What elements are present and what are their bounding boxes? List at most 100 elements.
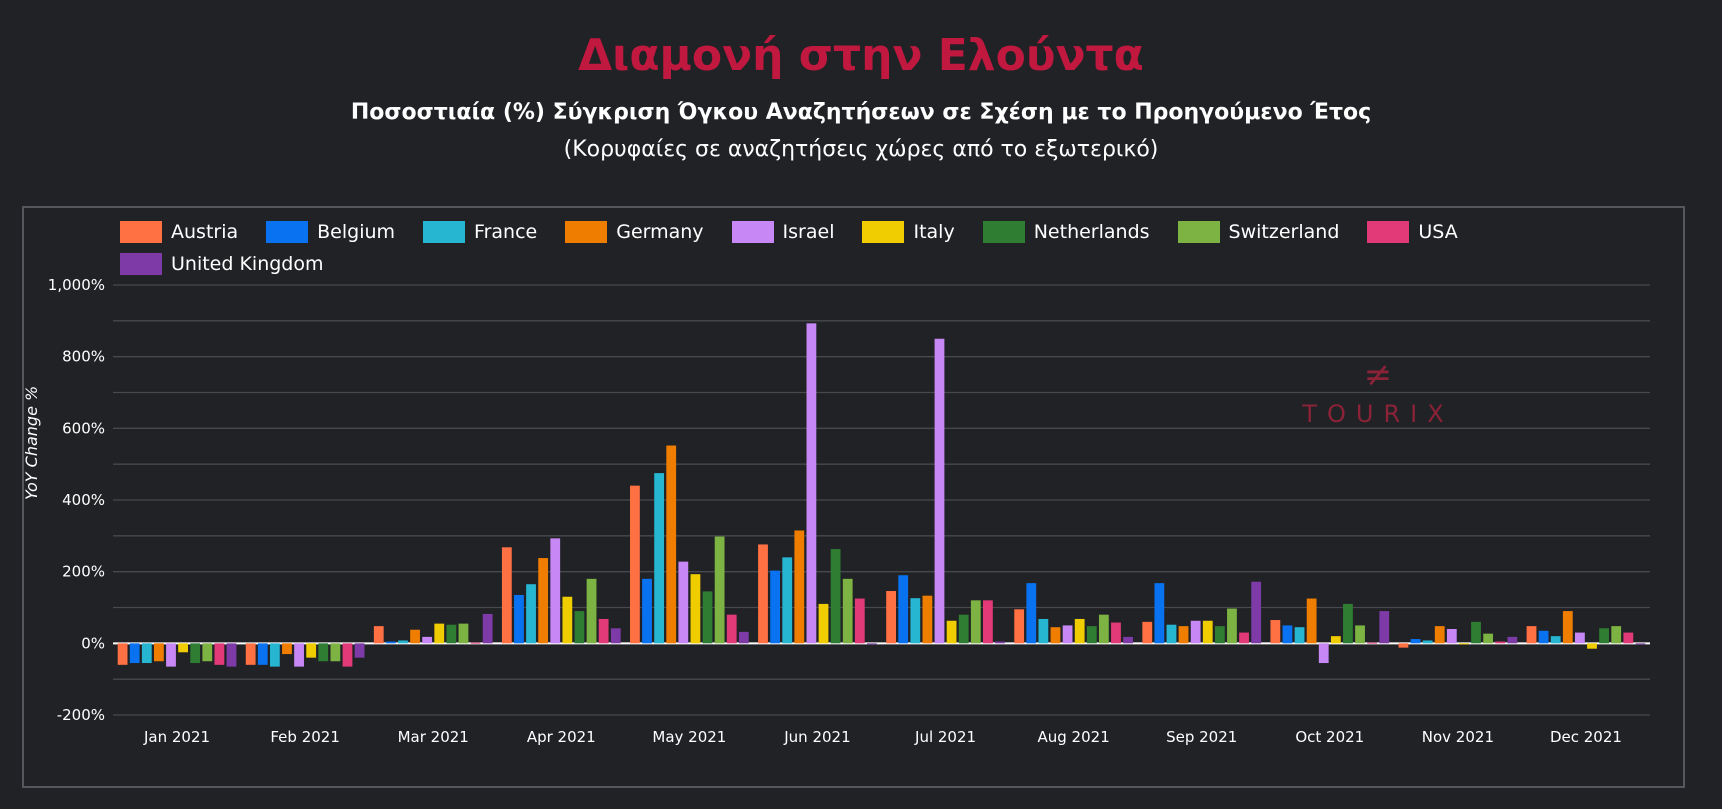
bar-switzerland <box>330 643 341 662</box>
bar-united-kingdom <box>610 628 621 644</box>
legend-item[interactable]: Italy <box>862 220 955 244</box>
bar-france <box>654 473 665 644</box>
legend-label: USA <box>1418 221 1458 243</box>
bar-italy <box>690 574 701 644</box>
bar-united-kingdom <box>1379 611 1390 644</box>
bar-united-kingdom <box>1123 636 1133 644</box>
bar-austria <box>758 544 768 644</box>
bar-belgium <box>514 594 524 644</box>
legend-swatch <box>120 253 162 275</box>
bar-usa <box>854 598 865 644</box>
bar-belgium <box>642 578 652 644</box>
legend-swatch <box>120 221 162 243</box>
y-tick-label: 1,000% <box>48 276 105 294</box>
bar-united-kingdom <box>1507 636 1518 644</box>
legend-item[interactable]: Netherlands <box>982 220 1150 244</box>
legend-item[interactable]: Germany <box>565 220 704 244</box>
legend-label: Austria <box>171 221 239 243</box>
x-tick-label: May 2021 <box>652 728 726 746</box>
legend-item[interactable]: Austria <box>120 220 238 244</box>
bar-united-kingdom <box>1251 581 1262 644</box>
legend-item[interactable]: Switzerland <box>1177 220 1339 244</box>
x-tick-label: Mar 2021 <box>398 728 469 746</box>
bar-belgium <box>1026 583 1037 644</box>
bar-netherlands <box>1214 626 1225 644</box>
bar-austria <box>1398 643 1409 648</box>
bar-belgium <box>1154 583 1165 644</box>
bar-germany <box>538 558 549 644</box>
bar-usa <box>1239 632 1249 644</box>
legend-item[interactable]: France <box>423 220 537 244</box>
bar-germany <box>282 643 292 655</box>
bar-italy <box>1074 618 1085 644</box>
legend-item[interactable]: Belgium <box>266 220 395 244</box>
legend-label: Netherlands <box>1033 221 1150 243</box>
bar-austria <box>1014 609 1025 644</box>
bar-france <box>1550 636 1561 644</box>
bar-switzerland <box>1611 626 1622 644</box>
legend-label: United Kingdom <box>171 253 324 275</box>
bar-usa <box>1623 632 1634 644</box>
bar-netherlands <box>1086 626 1097 644</box>
bar-usa <box>470 642 481 644</box>
legend-item[interactable]: USA <box>1367 220 1458 244</box>
bar-austria <box>1270 620 1281 644</box>
logo-text: TOURIX <box>1302 400 1454 428</box>
bar-germany <box>1434 626 1445 644</box>
bar-netherlands <box>574 611 585 644</box>
bar-switzerland <box>1227 608 1237 644</box>
legend-item[interactable]: Israel <box>731 220 835 244</box>
bar-usa <box>598 618 609 644</box>
bar-switzerland <box>586 578 597 644</box>
bar-usa <box>982 600 993 644</box>
legend-label: Israel <box>782 221 835 243</box>
bar-netherlands <box>830 549 841 644</box>
bar-france <box>398 640 408 644</box>
bar-italy <box>1202 620 1213 644</box>
legend-label: France <box>474 221 538 243</box>
chart-title: Διαμονή στην Ελούντα <box>578 30 1144 81</box>
x-tick-label: Jun 2021 <box>783 728 850 746</box>
bar-israel <box>1318 643 1329 664</box>
bar-netherlands <box>958 614 969 644</box>
legend-item[interactable]: United Kingdom <box>120 252 324 276</box>
bar-belgium <box>1410 639 1421 644</box>
chart-subtitle: Ποσοστιαία (%) Σύγκριση Όγκου Αναζητήσεω… <box>350 100 1372 125</box>
y-tick-label: -200% <box>57 706 105 724</box>
bar-italy <box>946 620 957 644</box>
bar-switzerland <box>202 643 213 662</box>
bar-germany <box>410 629 420 644</box>
legend: Austria Belgium France Germany Israel Italy Ne… <box>120 220 1570 276</box>
bar-austria <box>117 643 128 665</box>
chart-subtitle-note: (Κορυφαίες σε αναζητήσεις χώρες από το ε… <box>563 137 1159 162</box>
bar-switzerland <box>1483 633 1494 644</box>
bar-germany <box>794 530 805 644</box>
bar-switzerland <box>1355 625 1365 644</box>
legend-swatch <box>565 221 608 243</box>
bar-belgium <box>129 643 140 664</box>
bar-france <box>1166 624 1177 644</box>
bar-austria <box>245 643 256 665</box>
bar-france <box>1422 640 1433 644</box>
x-tick-label: Nov 2021 <box>1422 728 1494 746</box>
bar-italy <box>818 603 829 644</box>
bar-belgium <box>1538 630 1549 644</box>
bar-netherlands <box>1471 621 1481 644</box>
bar-usa <box>214 643 225 665</box>
bar-austria <box>886 591 896 644</box>
y-tick-label: 0% <box>81 634 105 652</box>
legend-swatch <box>266 221 309 243</box>
bar-germany <box>922 595 933 644</box>
bar-switzerland <box>458 623 469 644</box>
x-tick-label: Apr 2021 <box>527 728 596 746</box>
x-tick-label: Aug 2021 <box>1038 728 1110 746</box>
bar-israel <box>550 538 561 644</box>
logo-mark-icon: ≠ <box>1363 355 1393 395</box>
tourix-logo: ≠ TOURIX <box>1298 358 1458 428</box>
bar-israel <box>934 338 945 644</box>
bar-united-kingdom <box>354 643 365 658</box>
bar-israel <box>678 561 689 644</box>
bar-usa <box>342 643 353 667</box>
bar-usa <box>726 614 737 644</box>
